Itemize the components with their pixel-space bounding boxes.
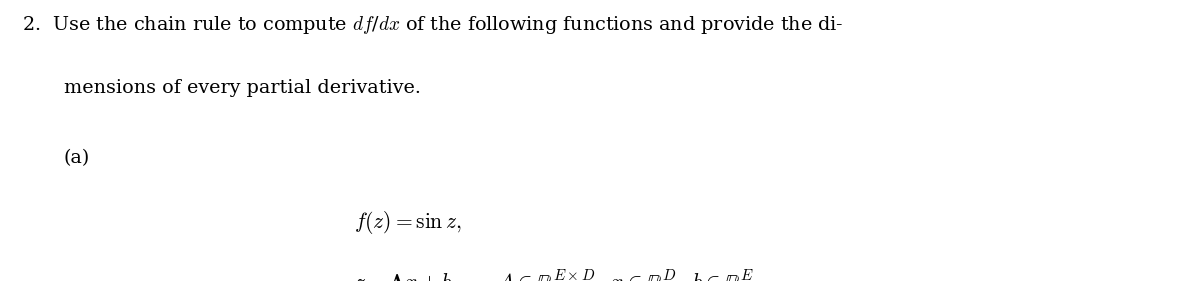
Text: mensions of every partial derivative.: mensions of every partial derivative. — [64, 79, 420, 97]
Text: (a): (a) — [64, 149, 90, 167]
Text: $z = \mathbf{A}x + b, \qquad A \in \mathbb{R}^{E\times D},\ x \in \mathbb{R}^{D}: $z = \mathbf{A}x + b, \qquad A \in \math… — [354, 268, 758, 281]
Text: $f(z) = \sin z,$: $f(z) = \sin z,$ — [354, 209, 462, 236]
Text: 2.  Use the chain rule to compute $\mathit{df}$/$\mathit{dx}$ of the following f: 2. Use the chain rule to compute $\mathi… — [22, 14, 844, 36]
